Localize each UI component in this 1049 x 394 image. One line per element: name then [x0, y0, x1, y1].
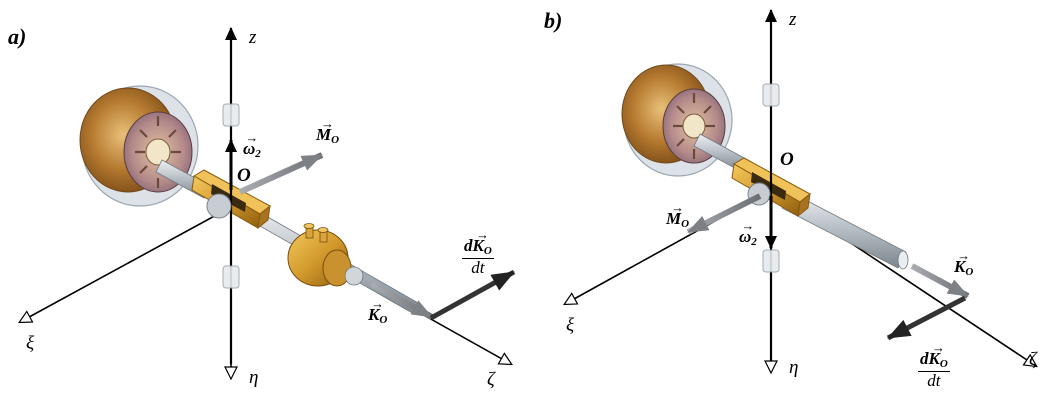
xi-axis-label-b: ξ: [566, 315, 575, 336]
dk-dt-label-b: → dKO dt: [918, 341, 950, 390]
moment-symbol: M: [316, 125, 332, 144]
bearing-top-a: [222, 103, 240, 127]
bearing-bottom-a: [222, 265, 240, 289]
dk-dt-numerator: → dKO: [462, 228, 494, 259]
moment-label-b: → MO: [666, 201, 690, 230]
dk-dt-vector-a: [429, 269, 516, 321]
momentum-subscript: O: [379, 314, 388, 326]
vector-arrow-glyph: →: [476, 227, 489, 242]
dk-subscript: O: [483, 245, 492, 257]
rotor-left-a: [79, 85, 199, 207]
moment-subscript: O: [681, 218, 690, 230]
dk-dt-vector-b: [886, 295, 967, 341]
dk-dt-denominator: dt: [927, 370, 941, 390]
angular-momentum-vector-a: [370, 281, 434, 320]
vector-arrow-glyph: →: [321, 116, 335, 131]
z-axis-label-b: z: [789, 9, 797, 30]
xi-axis-label-a: ξ: [26, 333, 35, 354]
z-axis-label-a: z: [249, 27, 257, 48]
bearing-bottom-b: [762, 249, 780, 273]
vector-arrow-glyph: →: [671, 200, 685, 215]
moment-vector-b: [686, 193, 762, 235]
moment-vector-a: [238, 152, 324, 195]
omega-symbol: ω: [739, 227, 752, 246]
panel-a: [20, 27, 516, 378]
dk-symbol: dK: [920, 349, 940, 368]
moment-symbol: M: [666, 209, 682, 228]
origin-label-a: O: [237, 165, 251, 186]
momentum-symbol: K: [368, 305, 380, 324]
omega-label-b: → ω2: [739, 219, 757, 248]
vector-arrow-glyph: →: [371, 296, 385, 311]
vector-arrow-glyph: →: [932, 340, 945, 355]
vector-arrow-glyph: →: [245, 130, 259, 145]
zeta-axis-label-a: ζ: [487, 369, 495, 390]
moment-label-a: → MO: [316, 117, 340, 146]
counterweight-a: [287, 223, 364, 287]
origin-label-b: O: [780, 149, 794, 170]
omega-subscript: 2: [255, 148, 261, 160]
vector-arrow-glyph: →: [741, 218, 755, 233]
omega-label-a: → ω2: [243, 131, 261, 160]
eta-axis-label-b: η: [789, 357, 799, 378]
omega-symbol: ω: [243, 139, 256, 158]
dk-symbol: dK: [464, 236, 484, 255]
bearing-top-b: [762, 83, 780, 107]
angular-momentum-vector-b: [910, 263, 970, 299]
panel-label-a: a): [8, 24, 27, 49]
rotor-left-b: [621, 63, 733, 177]
dk-dt-label-a: → dKO dt: [462, 228, 494, 277]
momentum-subscript: O: [965, 266, 974, 278]
panel-b: [565, 9, 1036, 372]
moment-subscript: O: [331, 134, 340, 146]
momentum-symbol: K: [954, 257, 966, 276]
vector-arrow-glyph: →: [957, 248, 971, 263]
dk-dt-numerator: → dKO: [918, 341, 950, 372]
zeta-axis-label-b: ζ: [1029, 349, 1037, 370]
dk-dt-denominator: dt: [471, 257, 485, 277]
momentum-label-b: → KO: [954, 249, 974, 278]
momentum-label-a: → KO: [368, 297, 388, 326]
xi-axis-a: [20, 206, 232, 322]
pivot-a: [206, 193, 232, 219]
dk-subscript: O: [939, 358, 948, 370]
omega-subscript: 2: [751, 236, 757, 248]
eta-axis-label-a: η: [249, 367, 259, 388]
panel-label-b: b): [544, 8, 563, 33]
